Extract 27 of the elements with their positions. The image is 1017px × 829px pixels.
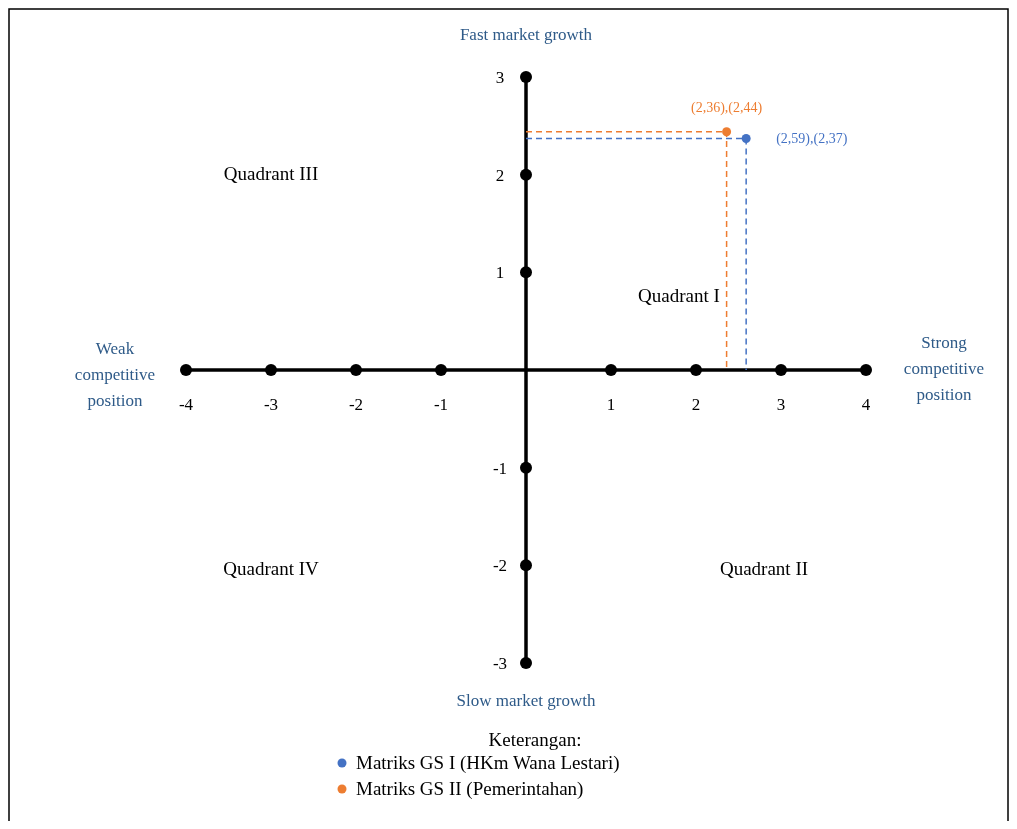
y-tick-label: 3 xyxy=(495,68,505,87)
y-tick-label: -3 xyxy=(492,654,508,673)
y-tick-label: 1 xyxy=(495,263,505,283)
x-tick-label: 4 xyxy=(861,395,871,414)
x-tick-label: 1 xyxy=(606,395,616,414)
y-tick-label: -1 xyxy=(492,458,508,478)
annotation: Quadrant I xyxy=(638,284,720,306)
legend-label: Matriks GS I (HKm Wana Lestari) xyxy=(356,752,620,774)
text: Fast market growth xyxy=(459,25,593,44)
x-tick-label: -2 xyxy=(348,395,364,414)
legend-label: Matriks GS II (Pemerintahan) xyxy=(356,778,584,800)
text: Weak competitive position xyxy=(74,339,156,410)
text: Slow market growth xyxy=(456,691,596,710)
x-tick-label: -4 xyxy=(178,395,194,414)
y-tick-label: 2 xyxy=(495,165,505,185)
annotation: Quadrant II xyxy=(719,558,809,580)
annotation: (2,59),(2,37) xyxy=(776,130,848,147)
legend-title: Keterangan: xyxy=(488,729,582,750)
annotation: Quadrant III xyxy=(223,162,319,184)
annotation: (2,36),(2,44) xyxy=(691,99,763,116)
x-tick-label: 3 xyxy=(776,395,786,414)
x-tick-label: -1 xyxy=(433,395,449,414)
y-tick-label: -2 xyxy=(492,556,508,576)
x-tick-label: 2 xyxy=(691,395,701,414)
text: Strong competitive position xyxy=(903,333,985,404)
x-tick-label: -3 xyxy=(263,395,279,414)
annotation: Quadrant IV xyxy=(223,558,320,580)
